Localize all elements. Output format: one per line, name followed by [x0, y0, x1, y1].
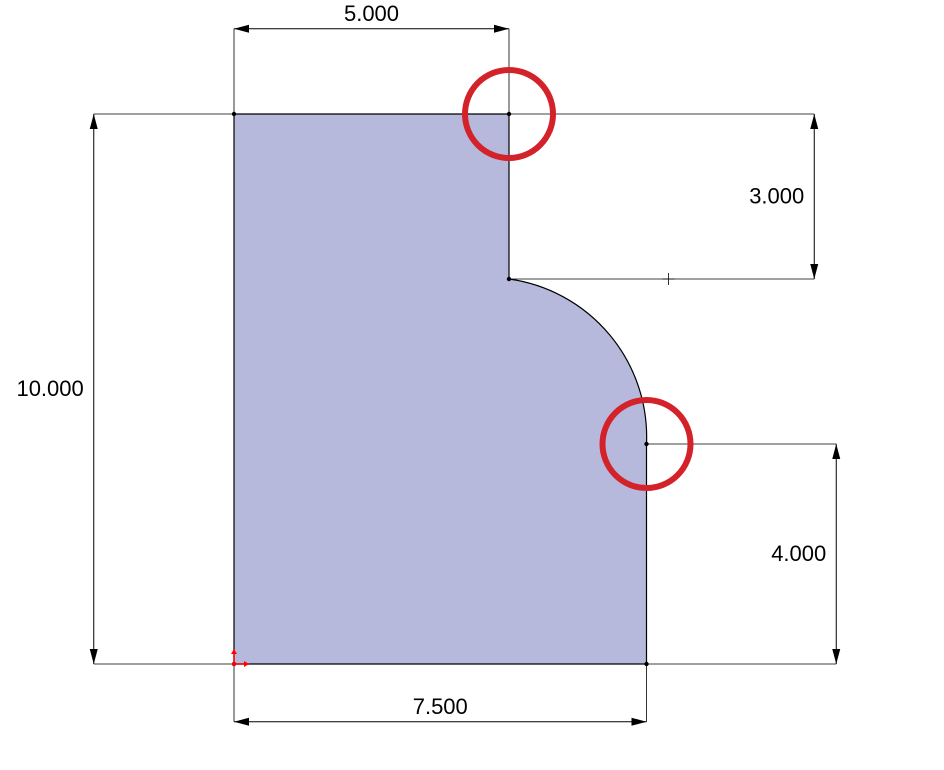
- dimension-arrow: [810, 114, 818, 129]
- dimension-arrow: [632, 718, 647, 726]
- dimension-arrow: [234, 718, 249, 726]
- dim-left-height: 10.000: [16, 376, 83, 401]
- dimension-arrow: [832, 444, 840, 459]
- dim-bottom-width: 7.500: [413, 694, 468, 719]
- dimension-arrow: [90, 649, 98, 664]
- dim-right-upper: 3.000: [749, 184, 804, 209]
- dimension-arrow: [494, 25, 509, 33]
- dim-right-lower: 4.000: [771, 541, 826, 566]
- dimension-arrow: [810, 264, 818, 279]
- dim-top-width: 5.000: [344, 1, 399, 26]
- dimension-arrow: [832, 649, 840, 664]
- dimension-arrow: [234, 25, 249, 33]
- dimension-arrow: [90, 114, 98, 129]
- sketch-profile: [234, 114, 647, 664]
